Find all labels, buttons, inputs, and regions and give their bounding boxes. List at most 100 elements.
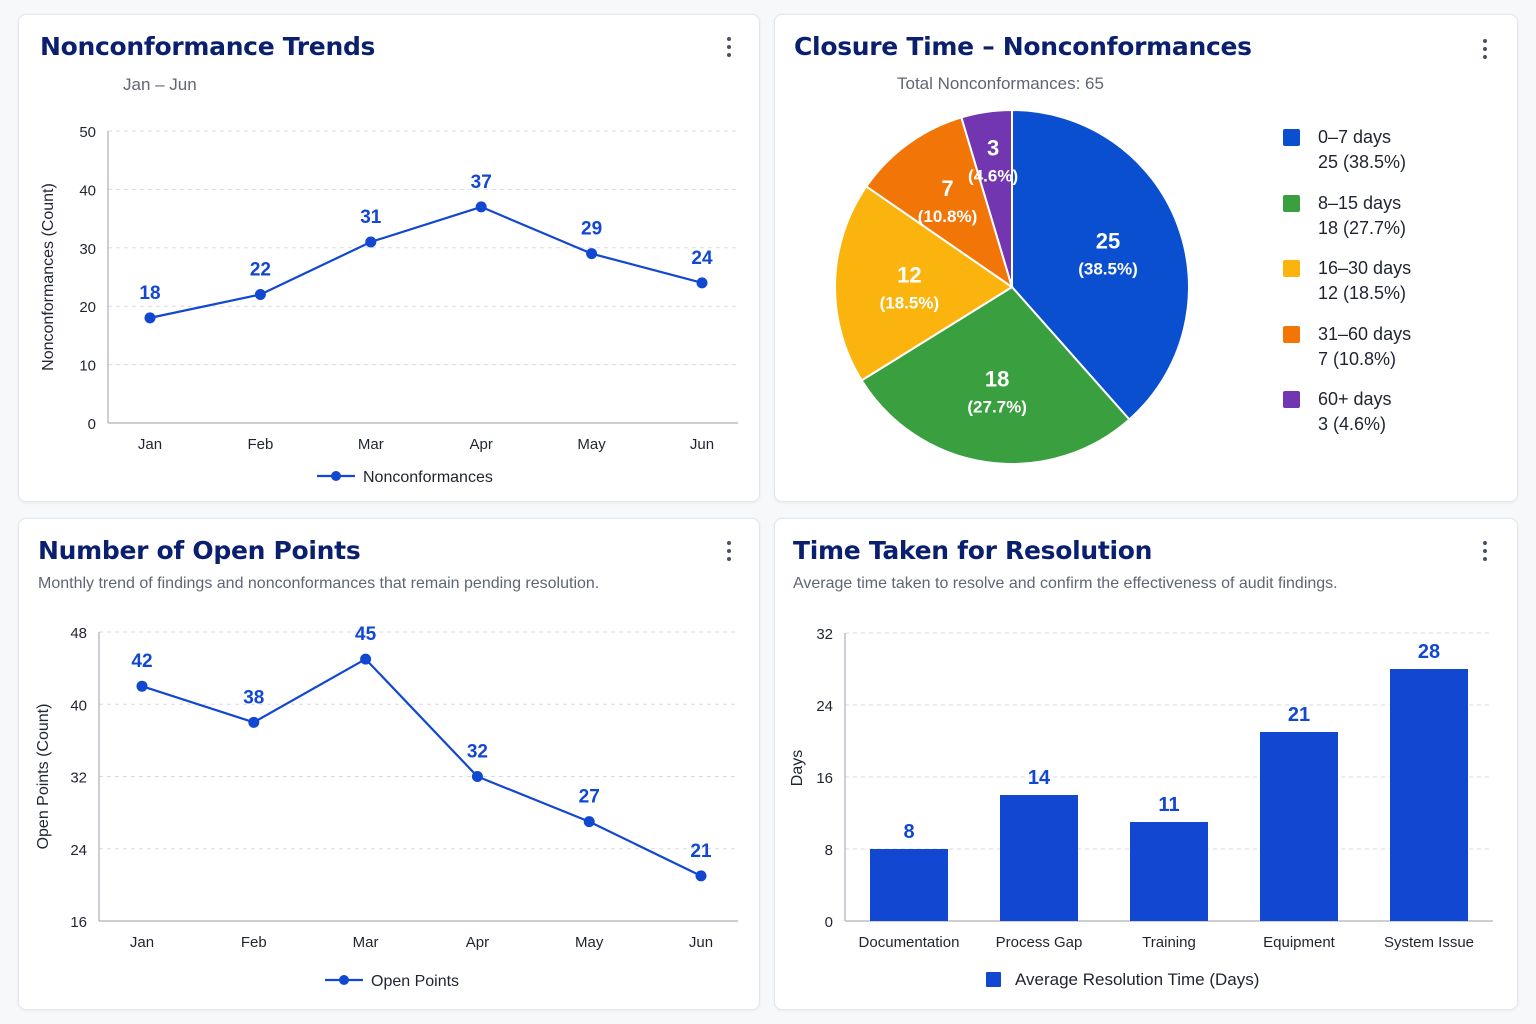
bar (1390, 669, 1468, 921)
x-tick-label: Apr (466, 934, 489, 951)
data-label: 32 (467, 742, 488, 763)
kebab-menu-icon[interactable] (1475, 537, 1495, 565)
y-tick-label: 16 (816, 770, 833, 787)
data-label: 29 (581, 219, 602, 240)
slice-value-label: 3 (987, 135, 999, 160)
data-point (471, 771, 483, 782)
y-axis-title: Open Points (Count) (35, 704, 52, 850)
slice-value-label: 7 (941, 176, 953, 201)
card-subtitle: Jan – Jun (123, 75, 197, 94)
x-tick-label: Mar (358, 436, 384, 453)
y-tick-label: 32 (816, 626, 833, 643)
pie-slice (960, 108, 1013, 288)
data-point (586, 248, 598, 260)
legend-value: 3 (4.6%) (1318, 414, 1387, 434)
data-point (254, 289, 266, 301)
y-tick-label: 50 (79, 124, 96, 141)
legend-swatch (1283, 391, 1300, 408)
data-point (583, 816, 595, 828)
pie-slice (860, 285, 1131, 465)
data-label: 24 (691, 248, 713, 269)
legend-value: 12 (18.5%) (1318, 283, 1407, 303)
nonconformance-trends-card: Nonconformance Trends Jan – Jun 0 10 20 30 4… (18, 14, 760, 502)
open-points-card: Number of Open Points Monthly trend of f… (18, 518, 760, 1010)
kebab-menu-icon[interactable] (719, 537, 739, 565)
pie-slice (864, 116, 1014, 290)
x-tick-label: May (577, 436, 606, 453)
slice-percent-label: (27.7%) (967, 398, 1027, 417)
y-tick-label: 30 (79, 241, 96, 258)
data-point (365, 236, 377, 248)
data-point (136, 680, 148, 692)
kebab-menu-icon[interactable] (1475, 35, 1495, 63)
resolution-time-bar-chart: 0 8 16 24 32 Days 8 Documentation 14 Process Gap 1… (789, 626, 1493, 989)
x-tick-label: System Issue (1384, 934, 1474, 951)
card-title: Closure Time – Nonconformances (794, 32, 1252, 61)
legend-label: Nonconformances (363, 469, 493, 486)
data-label: 21 (1288, 704, 1310, 726)
y-tick-label: 24 (816, 698, 833, 715)
x-tick-label: Jan (138, 436, 162, 453)
data-label: 27 (579, 787, 600, 808)
data-point (144, 312, 156, 324)
y-tick-label: 16 (70, 914, 87, 931)
y-tick-label: 40 (79, 182, 96, 199)
legend-swatch (1283, 260, 1300, 277)
legend-label: 8–15 days (1318, 192, 1402, 213)
data-point (696, 277, 708, 289)
data-label: 11 (1158, 794, 1179, 816)
card-subtitle: Average time taken to resolve and confir… (793, 575, 1338, 592)
x-tick-label: Feb (247, 436, 273, 453)
data-point (360, 653, 372, 665)
y-tick-label: 40 (70, 697, 87, 714)
data-label: 45 (355, 624, 377, 645)
x-tick-label: Training (1142, 934, 1196, 951)
bar (1130, 822, 1208, 921)
x-tick-label: Mar (353, 934, 379, 951)
y-tick-label: 48 (70, 625, 87, 642)
y-tick-label: 20 (79, 299, 96, 316)
legend-point-marker (331, 471, 341, 481)
slice-percent-label: (10.8%) (918, 207, 978, 226)
x-tick-label: Jan (130, 934, 154, 951)
x-tick-label: Feb (241, 934, 267, 951)
kebab-menu-icon[interactable] (719, 33, 739, 61)
bar (870, 849, 948, 921)
legend-point-marker (339, 975, 349, 985)
legend-label: Open Points (371, 973, 459, 990)
data-label: 18 (139, 283, 160, 304)
bar (1000, 795, 1078, 921)
pie-slice (834, 185, 1014, 382)
data-point (248, 716, 260, 728)
legend-label: 31–60 days (1318, 323, 1412, 344)
x-tick-label: Apr (470, 436, 493, 453)
y-tick-label: 0 (825, 914, 833, 931)
data-label: 14 (1028, 767, 1051, 789)
y-tick-label: 32 (70, 770, 87, 787)
legend-swatch (1283, 129, 1300, 146)
slice-percent-label: (38.5%) (1078, 260, 1138, 279)
closure-time-pie-chart: 25 (38.5%) 18 (27.7%) 12 (18.5%) 7 (10.8%) 3 (4.6… (834, 108, 1190, 465)
x-tick-label: Process Gap (996, 934, 1083, 951)
legend-swatch (1283, 325, 1300, 343)
data-point (475, 201, 487, 213)
x-tick-label: May (575, 934, 604, 951)
slice-percent-label: (18.5%) (880, 294, 940, 313)
slice-value-label: 18 (985, 367, 1009, 392)
card-title: Time Taken for Resolution (793, 536, 1153, 565)
card-title: Number of Open Points (38, 536, 361, 565)
y-axis-title: Days (789, 750, 806, 786)
x-tick-label: Equipment (1263, 934, 1336, 951)
bar (1260, 732, 1338, 921)
card-subtitle: Total Nonconformances: 65 (897, 74, 1104, 93)
pie-slice (1011, 108, 1190, 421)
y-tick-label: 10 (79, 358, 96, 375)
series-line (149, 205, 703, 319)
series-line (141, 657, 702, 877)
data-label: 42 (131, 651, 152, 672)
data-label: 8 (903, 821, 914, 843)
data-label: 38 (243, 687, 264, 708)
x-tick-label: Jun (689, 934, 713, 951)
legend-value: 7 (10.8%) (1318, 348, 1397, 369)
slice-percent-label: (4.6%) (968, 166, 1018, 185)
